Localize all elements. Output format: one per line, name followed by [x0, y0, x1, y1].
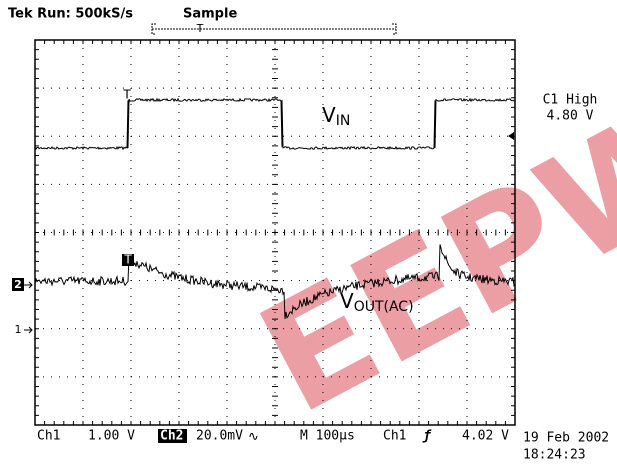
- vin-sub: IN: [336, 113, 351, 129]
- ch2-coupling: ∿: [248, 430, 259, 445]
- time: 18:24:23: [523, 448, 586, 463]
- vout-label: VOUT(AC): [340, 289, 414, 316]
- vin-label: VIN: [322, 103, 350, 130]
- graticule: [34, 39, 515, 426]
- trigger-level: 4.02 V: [462, 429, 509, 444]
- ch1-scale: 1.00 V: [88, 429, 135, 444]
- ch2-marker-box: [12, 278, 24, 291]
- vin-v: V: [322, 103, 336, 127]
- trigger-slope: ƒ: [422, 429, 432, 444]
- measure-name: C1 High: [543, 93, 598, 108]
- ch2-readout-box: [158, 429, 187, 443]
- ch2-arrow: [24, 281, 33, 289]
- ch1-ground-marker: 1: [15, 323, 22, 336]
- watermark: EEPW: [234, 69, 617, 448]
- acq-mode: Sample: [183, 7, 237, 22]
- trigger-source: Ch1: [383, 429, 406, 444]
- ch2-scale: 20.0mV: [196, 429, 243, 444]
- vout-sub: OUT(AC): [354, 299, 414, 315]
- ch2-readout: Ch2: [160, 429, 183, 444]
- ch1-readout: Ch1: [37, 429, 60, 444]
- vout-v: V: [340, 289, 354, 313]
- ch2-ground-marker: 2: [14, 278, 22, 291]
- timebase: M 100µs: [300, 429, 355, 444]
- ch1-trace: [34, 97, 515, 151]
- run-status: Tek Run: 500kS/s: [8, 7, 133, 22]
- ch1-trigger-mark: T: [122, 88, 131, 102]
- trigger-position: T: [196, 22, 204, 35]
- ch2-trigger-box: [122, 254, 134, 266]
- ch2-trigger-mark: T: [123, 253, 132, 267]
- measure-value: 4.80 V: [547, 109, 594, 124]
- record-bracket: [151, 23, 397, 35]
- date: 19 Feb 2002: [523, 431, 609, 446]
- ch2-trace: [34, 244, 516, 319]
- ch1-arrow: [24, 326, 33, 334]
- trigger-level-arrow: [508, 132, 514, 140]
